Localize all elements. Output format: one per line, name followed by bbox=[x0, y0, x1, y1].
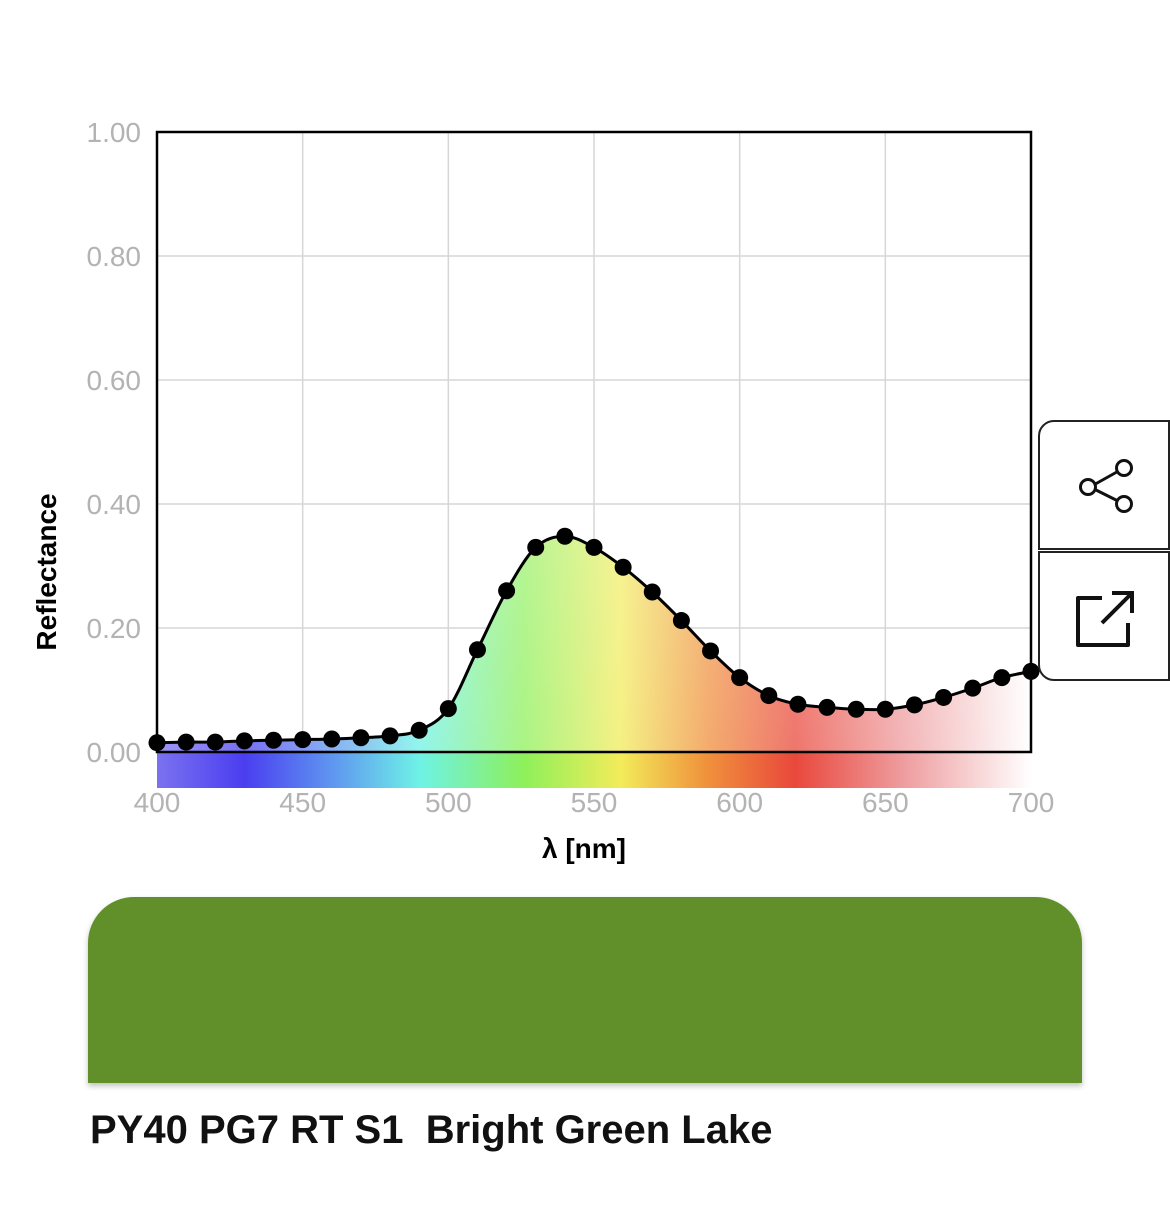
data-point bbox=[439, 700, 457, 718]
data-point bbox=[585, 538, 603, 556]
x-tick-label: 650 bbox=[862, 787, 909, 818]
data-point bbox=[731, 669, 749, 687]
y-tick-label: 0.20 bbox=[87, 613, 142, 644]
data-point bbox=[643, 583, 661, 601]
data-point bbox=[148, 734, 166, 752]
data-point bbox=[905, 696, 923, 714]
data-point bbox=[702, 642, 720, 660]
y-tick-label: 1.00 bbox=[87, 117, 142, 148]
data-point bbox=[206, 733, 224, 751]
y-tick-label: 0.40 bbox=[87, 489, 142, 520]
x-tick-label: 450 bbox=[279, 787, 326, 818]
data-point bbox=[1022, 662, 1040, 680]
data-point bbox=[468, 641, 486, 659]
data-point bbox=[410, 721, 428, 739]
y-tick-labels: 0.00 0.20 0.40 0.60 0.80 1.00 bbox=[87, 117, 142, 768]
x-axis-title: λ [nm] bbox=[542, 833, 626, 864]
data-point bbox=[935, 688, 953, 706]
reflectance-chart: 0.00 0.20 0.40 0.60 0.80 1.00 400 450 500 550 600… bbox=[31, 117, 1055, 864]
data-point bbox=[527, 538, 545, 556]
y-tick-label: 0.60 bbox=[87, 365, 142, 396]
plot-frame bbox=[155, 130, 1033, 754]
open-external-icon bbox=[1076, 591, 1134, 647]
data-point bbox=[498, 582, 516, 600]
data-point bbox=[294, 731, 312, 749]
series-points bbox=[148, 527, 1040, 752]
open-external-button[interactable] bbox=[1038, 551, 1170, 681]
data-point bbox=[876, 700, 894, 718]
data-point bbox=[265, 731, 283, 749]
y-axis-title: Reflectance bbox=[31, 493, 62, 650]
y-tick-label: 0.80 bbox=[87, 241, 142, 272]
x-tick-labels: 400 450 500 550 600 650 700 bbox=[134, 787, 1055, 818]
x-tick-label: 500 bbox=[425, 787, 472, 818]
data-point bbox=[235, 732, 253, 750]
data-point bbox=[381, 727, 399, 745]
data-point bbox=[964, 679, 982, 697]
data-point bbox=[556, 527, 574, 545]
data-point bbox=[993, 669, 1011, 687]
data-point bbox=[614, 558, 632, 576]
data-point bbox=[672, 612, 690, 630]
y-tick-label: 0.00 bbox=[87, 737, 142, 768]
data-point bbox=[789, 695, 807, 713]
paint-name: PY40 PG7 RT S1 Bright Green Lake bbox=[90, 1108, 773, 1152]
data-point bbox=[818, 698, 836, 716]
data-point bbox=[847, 700, 865, 718]
share-icon bbox=[1079, 459, 1133, 513]
spectrum-bar bbox=[157, 752, 1031, 788]
color-swatch bbox=[88, 897, 1082, 1083]
spectrum-area-fade bbox=[157, 536, 1031, 752]
spectrum-fill bbox=[157, 536, 1031, 752]
x-tick-label: 550 bbox=[571, 787, 618, 818]
x-tick-label: 600 bbox=[716, 787, 763, 818]
share-button[interactable] bbox=[1038, 420, 1170, 550]
data-point bbox=[323, 730, 341, 748]
data-point bbox=[177, 733, 195, 751]
data-point bbox=[352, 729, 370, 747]
x-tick-label: 700 bbox=[1008, 787, 1055, 818]
data-point bbox=[760, 687, 778, 705]
x-tick-label: 400 bbox=[134, 787, 181, 818]
